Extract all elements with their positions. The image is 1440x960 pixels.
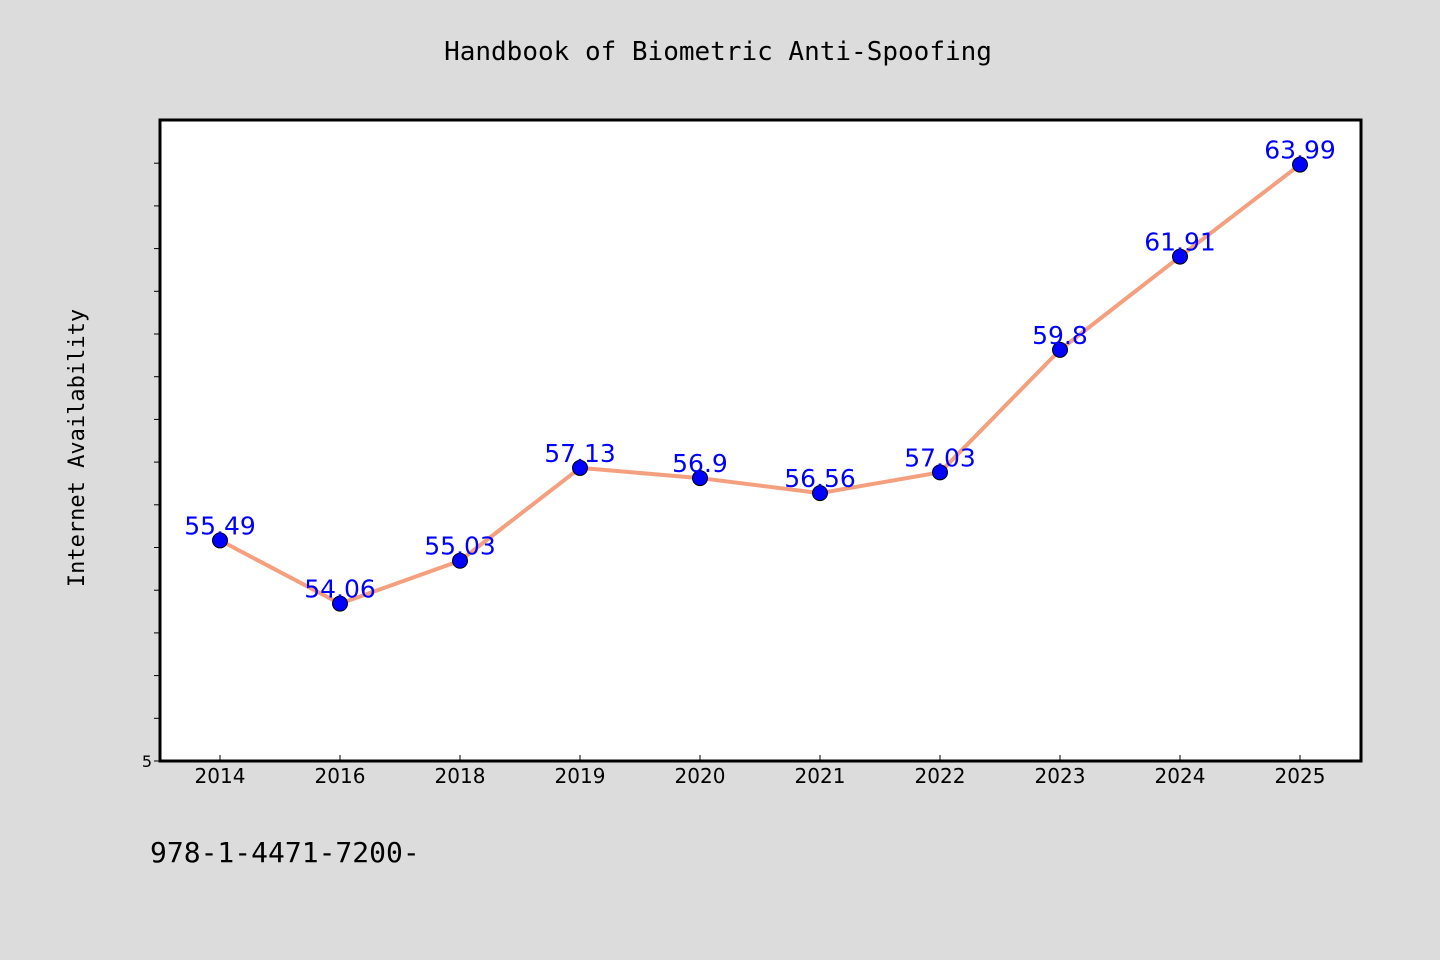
data-label: 56.9 (672, 449, 728, 478)
x-tick-label: 2016 (315, 764, 366, 788)
x-tick-label: 2022 (915, 764, 966, 788)
data-point (1052, 341, 1068, 358)
data-label: 54.06 (304, 575, 376, 604)
data-point (1292, 156, 1308, 173)
data-label: 61.91 (1144, 228, 1216, 257)
data-point (572, 459, 588, 476)
data-point (1172, 248, 1188, 265)
x-tick-label: 2019 (555, 764, 606, 788)
data-label: 57.03 (904, 443, 976, 472)
y-tick-label: 5 (142, 752, 152, 771)
data-label: 55.49 (184, 511, 256, 540)
data-point (212, 532, 228, 549)
plot-area (158, 118, 1363, 763)
data-label: 55.03 (424, 532, 496, 561)
data-label: 63.99 (1264, 136, 1336, 165)
data-point (932, 464, 948, 481)
x-tick-label: 2020 (675, 764, 726, 788)
data-label: 57.13 (544, 439, 616, 468)
x-tick-label: 2018 (435, 764, 486, 788)
data-point (692, 470, 708, 487)
data-label: 59.8 (1032, 321, 1088, 350)
x-tick-label: 2014 (195, 764, 246, 788)
x-axis-ticks: 2014 2016 2018 2019 2020 2021 2022 2023 2024 2025 (195, 755, 1326, 788)
y-axis-ticks: 5 (142, 162, 160, 771)
x-tick-label: 2023 (1035, 764, 1086, 788)
data-label: 56.56 (784, 464, 856, 493)
data-point (452, 552, 468, 569)
y-axis-label: Internet Availability (65, 309, 90, 587)
x-tick-label: 2025 (1275, 764, 1326, 788)
data-point (812, 485, 828, 502)
series-layer: 55.49 54.06 55.03 57.13 56.9 56.56 57.03 59.8 61… (184, 136, 1336, 612)
x-tick-label: 2024 (1155, 764, 1206, 788)
chart-title: Handbook of Biometric Anti-Spoofing (444, 37, 992, 67)
data-point (332, 595, 348, 612)
x-tick-label: 2021 (795, 764, 846, 788)
footer-text: 978-1-4471-7200- (150, 836, 420, 869)
series-line (219, 163, 1302, 606)
